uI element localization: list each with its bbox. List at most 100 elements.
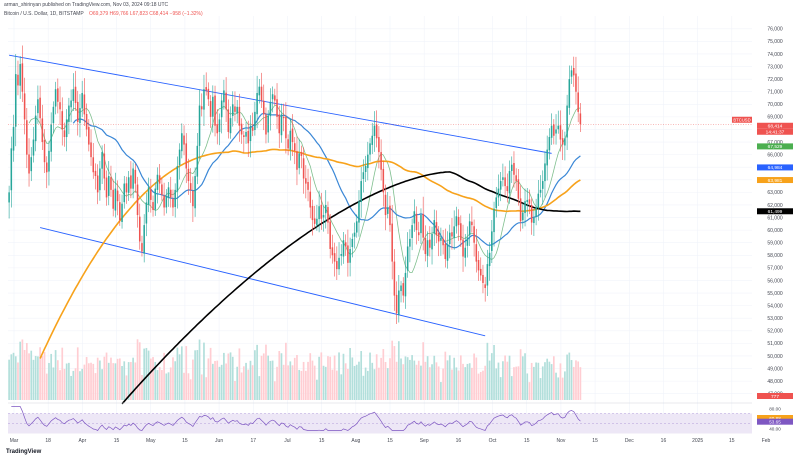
time-tick-label: 16 [661, 438, 667, 444]
volume-bar [74, 368, 77, 400]
volume-bar [490, 353, 493, 400]
volume-bar [227, 353, 230, 400]
volume-bar [112, 363, 115, 400]
candle-body [43, 139, 46, 163]
candle-body [561, 138, 564, 145]
volume-bar [229, 352, 232, 400]
candle-body [178, 149, 181, 165]
symbol-name[interactable]: Bitcoin / U.S. Dollar, 1D, BITSTAMP [4, 11, 84, 17]
volume-bar [17, 362, 19, 400]
symbol-price-text: BTCUSD [733, 118, 750, 123]
volume-bar [79, 371, 81, 400]
volume-bar [561, 377, 564, 400]
volume-bar [555, 372, 557, 400]
candle-body [446, 243, 449, 261]
volume-bar [200, 374, 203, 400]
volume-bar [19, 341, 22, 400]
volume-bar [557, 377, 560, 400]
candle-body [519, 198, 522, 222]
candle-body [453, 226, 455, 239]
candle-body [305, 178, 307, 184]
candle-body [484, 284, 486, 289]
price-tick-label: 53,000 [767, 316, 783, 322]
candle-body [550, 125, 553, 138]
volume-bar [422, 342, 425, 400]
price-tick-label: 59,000 [767, 241, 783, 247]
volume-bar [559, 363, 562, 400]
volume-bar [519, 349, 522, 400]
candle-body [26, 120, 28, 155]
candle-body [39, 97, 41, 119]
candle-body [526, 199, 529, 202]
candle-body [192, 190, 194, 207]
volume-bar [225, 363, 227, 400]
volume-bar [251, 365, 254, 400]
volume-bar [335, 370, 338, 400]
volume-bar [535, 362, 537, 400]
candle-body [296, 151, 298, 170]
volume-bar [161, 370, 163, 400]
volume-bar [420, 365, 422, 400]
volume-bar [340, 374, 343, 400]
volume-bar [548, 361, 551, 400]
candlesticks [8, 45, 582, 324]
candle-body [123, 183, 126, 203]
price-axis[interactable]: 47,00048,00049,00050,00051,00052,00053,0… [752, 0, 800, 432]
candle-body [37, 99, 39, 114]
candle-body [451, 232, 453, 237]
volume-bar [205, 377, 208, 400]
candle-body [417, 232, 420, 236]
volume-bar [459, 355, 462, 400]
candle-body [537, 193, 540, 208]
volume-bar [198, 339, 201, 400]
channel-lines[interactable] [9, 54, 552, 337]
price-tag [757, 164, 793, 171]
candle-body [32, 139, 35, 156]
volume-bar [517, 366, 520, 400]
candle-body [475, 244, 478, 262]
rsi-value-box [757, 418, 793, 425]
candle-body [579, 113, 582, 125]
ma-green-line [28, 104, 581, 273]
time-tick-label: Oct [489, 438, 497, 444]
volume-bar [344, 363, 347, 400]
candle-body [404, 272, 407, 297]
candle-body [181, 133, 183, 152]
rsi-tick-label: 80.00 [769, 406, 781, 411]
volume-bar [96, 357, 99, 400]
price-tick-label: 60,000 [767, 228, 783, 234]
volume-bar [329, 356, 332, 400]
volume-bar [180, 346, 183, 400]
volume-bar [48, 362, 50, 400]
candle-body [50, 124, 52, 152]
candle-body [125, 183, 128, 193]
volume-bar [324, 366, 327, 400]
candle-body [367, 154, 369, 169]
volume-bar [240, 372, 243, 400]
volume-bar [347, 368, 349, 400]
candle-body [466, 237, 469, 246]
candle-body [256, 92, 258, 115]
volume-bar [382, 349, 385, 400]
candle-body [544, 163, 546, 182]
volume-bar [442, 368, 444, 400]
price-tick-label: 76,000 [767, 27, 783, 33]
volume-bar [194, 350, 196, 400]
time-tick-label: Mar [10, 438, 19, 444]
volume-bar [355, 364, 358, 400]
volume-bar [311, 360, 314, 400]
price-tick-label: 52,000 [767, 329, 783, 335]
candle-body [28, 154, 30, 174]
volume-bar [158, 367, 161, 400]
price-tick-label: 72,000 [767, 77, 783, 83]
candle-body [74, 86, 77, 104]
time-axis[interactable]: Mar 18 Apr 15 May 15 Jun 17 Jul 15 Aug 15 Sep 16 Oct 15… [10, 438, 771, 444]
volume-bar [87, 363, 90, 400]
candle-body [240, 123, 243, 135]
volume-bar [223, 352, 225, 400]
candle-body [457, 216, 460, 226]
candle-body [189, 183, 192, 190]
candle-body [154, 188, 157, 210]
candle-body [409, 238, 411, 247]
